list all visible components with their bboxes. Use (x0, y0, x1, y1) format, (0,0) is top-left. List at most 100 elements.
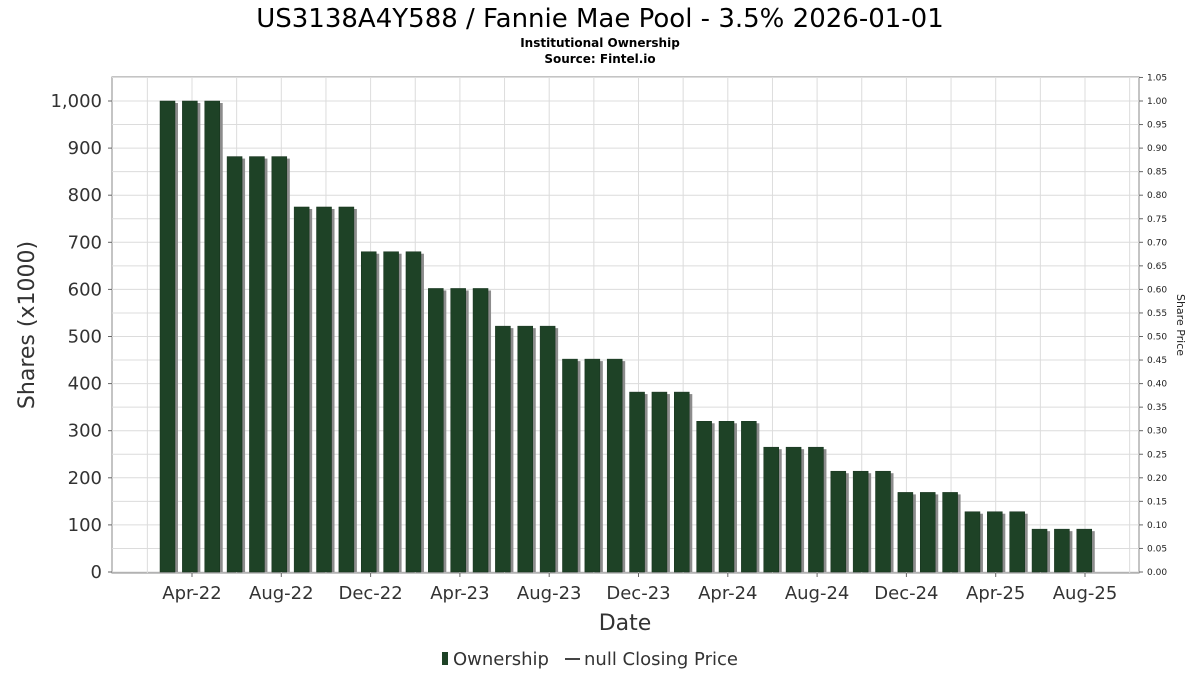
ownership-bar (1031, 528, 1048, 573)
ownership-bar (651, 391, 668, 573)
y2-tick-label: 1.00 (1147, 97, 1167, 107)
y-tick-label: 0 (91, 562, 102, 583)
ownership-bar (785, 446, 802, 573)
y2-axis-label: Share Price (1174, 294, 1187, 356)
ownership-bar (629, 391, 645, 573)
ownership-bar (808, 446, 824, 573)
ownership-bar (226, 156, 243, 573)
ownership-bars (159, 100, 1095, 573)
y2-tick-label: 0.35 (1147, 403, 1167, 413)
ownership-bar (674, 391, 690, 573)
y2-tick-label: 0.30 (1147, 427, 1167, 437)
y2-tick-label: 0.15 (1147, 497, 1167, 507)
x-tick-label: Dec-23 (606, 583, 670, 604)
ownership-bar (942, 492, 958, 573)
y2-tick-label: 0.10 (1147, 521, 1167, 531)
chart-subtitle: Institutional Ownership (520, 36, 680, 50)
chart-source: Source: Fintel.io (544, 52, 655, 66)
y2-tick-label: 0.20 (1147, 474, 1167, 484)
y2-tick-label: 0.90 (1147, 144, 1167, 154)
ownership-bar (472, 288, 489, 573)
y-tick-label: 300 (68, 421, 102, 442)
ownership-bar (539, 325, 556, 573)
ownership-bar (1054, 528, 1070, 573)
y-tick-label: 800 (68, 185, 102, 206)
ownership-bar (204, 100, 220, 573)
ownership-bar (316, 206, 332, 573)
y-tick-label: 1,000 (50, 91, 102, 112)
ownership-bar (271, 156, 288, 573)
x-tick-label: Aug-22 (249, 583, 314, 604)
y-tick-label: 100 (68, 515, 102, 536)
ownership-bar (338, 206, 355, 573)
y2-tick-label: 0.95 (1147, 121, 1167, 131)
y2-tick-label: 0.50 (1147, 333, 1167, 343)
legend-ownership-swatch (442, 652, 448, 665)
y-tick-label: 600 (68, 279, 102, 300)
ownership-bar (606, 358, 623, 573)
y2-tick-label: 0.85 (1147, 168, 1167, 178)
ownership-bar (383, 251, 399, 573)
ownership-bar (830, 470, 847, 573)
legend-price-label: null Closing Price (584, 649, 738, 670)
legend-ownership-label: Ownership (453, 649, 549, 670)
ownership-bar (987, 511, 1003, 573)
y2-tick-label: 0.75 (1147, 215, 1167, 225)
ownership-bar (919, 492, 936, 573)
y2-tick-label: 0.65 (1147, 262, 1167, 272)
ownership-bar (293, 206, 310, 573)
y2-tick-label: 0.40 (1147, 380, 1167, 390)
ownership-bar (1076, 528, 1093, 573)
x-axis-ticks: Apr-22 Aug-22 Dec-22 Apr-23 Aug-23 Dec-23 Apr-… (162, 573, 1117, 604)
y2-tick-label: 0.70 (1147, 238, 1167, 248)
y-tick-label: 700 (68, 232, 102, 253)
ownership-bar (875, 470, 891, 573)
ownership-bar (249, 156, 265, 573)
ownership-bar (696, 421, 712, 573)
y-tick-label: 500 (68, 327, 102, 348)
ownership-bar (450, 288, 466, 573)
x-tick-label: Apr-24 (698, 583, 757, 604)
legend: Ownership null Closing Price (442, 649, 738, 670)
y2-tick-label: 0.00 (1147, 568, 1167, 578)
ownership-bar (517, 325, 534, 573)
ownership-bar (159, 100, 176, 573)
ownership-bar (495, 325, 511, 573)
y-tick-label: 200 (68, 468, 102, 489)
ownership-bar (741, 421, 757, 573)
ownership-bar (360, 251, 377, 573)
y-tick-label: 400 (68, 374, 102, 395)
ownership-bar (897, 492, 914, 573)
y-tick-label: 900 (68, 138, 102, 159)
x-tick-label: Apr-23 (430, 583, 489, 604)
x-tick-label: Apr-22 (162, 583, 221, 604)
x-tick-label: Aug-23 (517, 583, 582, 604)
y2-tick-label: 0.55 (1147, 309, 1167, 319)
x-tick-label: Dec-24 (874, 583, 938, 604)
ownership-bar (1009, 511, 1025, 573)
y2-tick-label: 0.45 (1147, 356, 1167, 366)
y-axis-label: Shares (x1000) (15, 241, 40, 409)
ownership-bar (852, 470, 869, 573)
ownership-bar (562, 358, 578, 573)
y2-tick-label: 0.25 (1147, 450, 1167, 460)
chart-title: US3138A4Y588 / Fannie Mae Pool - 3.5% 20… (256, 4, 944, 34)
y2-axis-ticks: 0.00 0.05 0.10 0.15 0.20 0.25 0.30 0.35 0.40 0.45… (1139, 73, 1167, 578)
y-axis-ticks: 0 100 200 300 400 500 600 700 800 900 1,000 (50, 91, 112, 583)
x-tick-label: Aug-25 (1053, 583, 1118, 604)
y2-tick-label: 1.05 (1147, 73, 1167, 83)
y2-tick-label: 0.80 (1147, 191, 1167, 201)
ownership-bar (182, 100, 198, 573)
ownership-bar (964, 511, 981, 573)
x-tick-label: Apr-25 (966, 583, 1025, 604)
x-tick-label: Aug-24 (785, 583, 850, 604)
x-tick-label: Dec-22 (338, 583, 402, 604)
ownership-bar (584, 358, 601, 573)
ownership-bar (763, 446, 779, 573)
x-axis-label: Date (599, 611, 652, 636)
ownership-bar (718, 421, 735, 573)
y2-tick-label: 0.60 (1147, 285, 1167, 295)
y2-tick-label: 0.05 (1147, 544, 1167, 554)
ownership-bar (428, 288, 444, 573)
